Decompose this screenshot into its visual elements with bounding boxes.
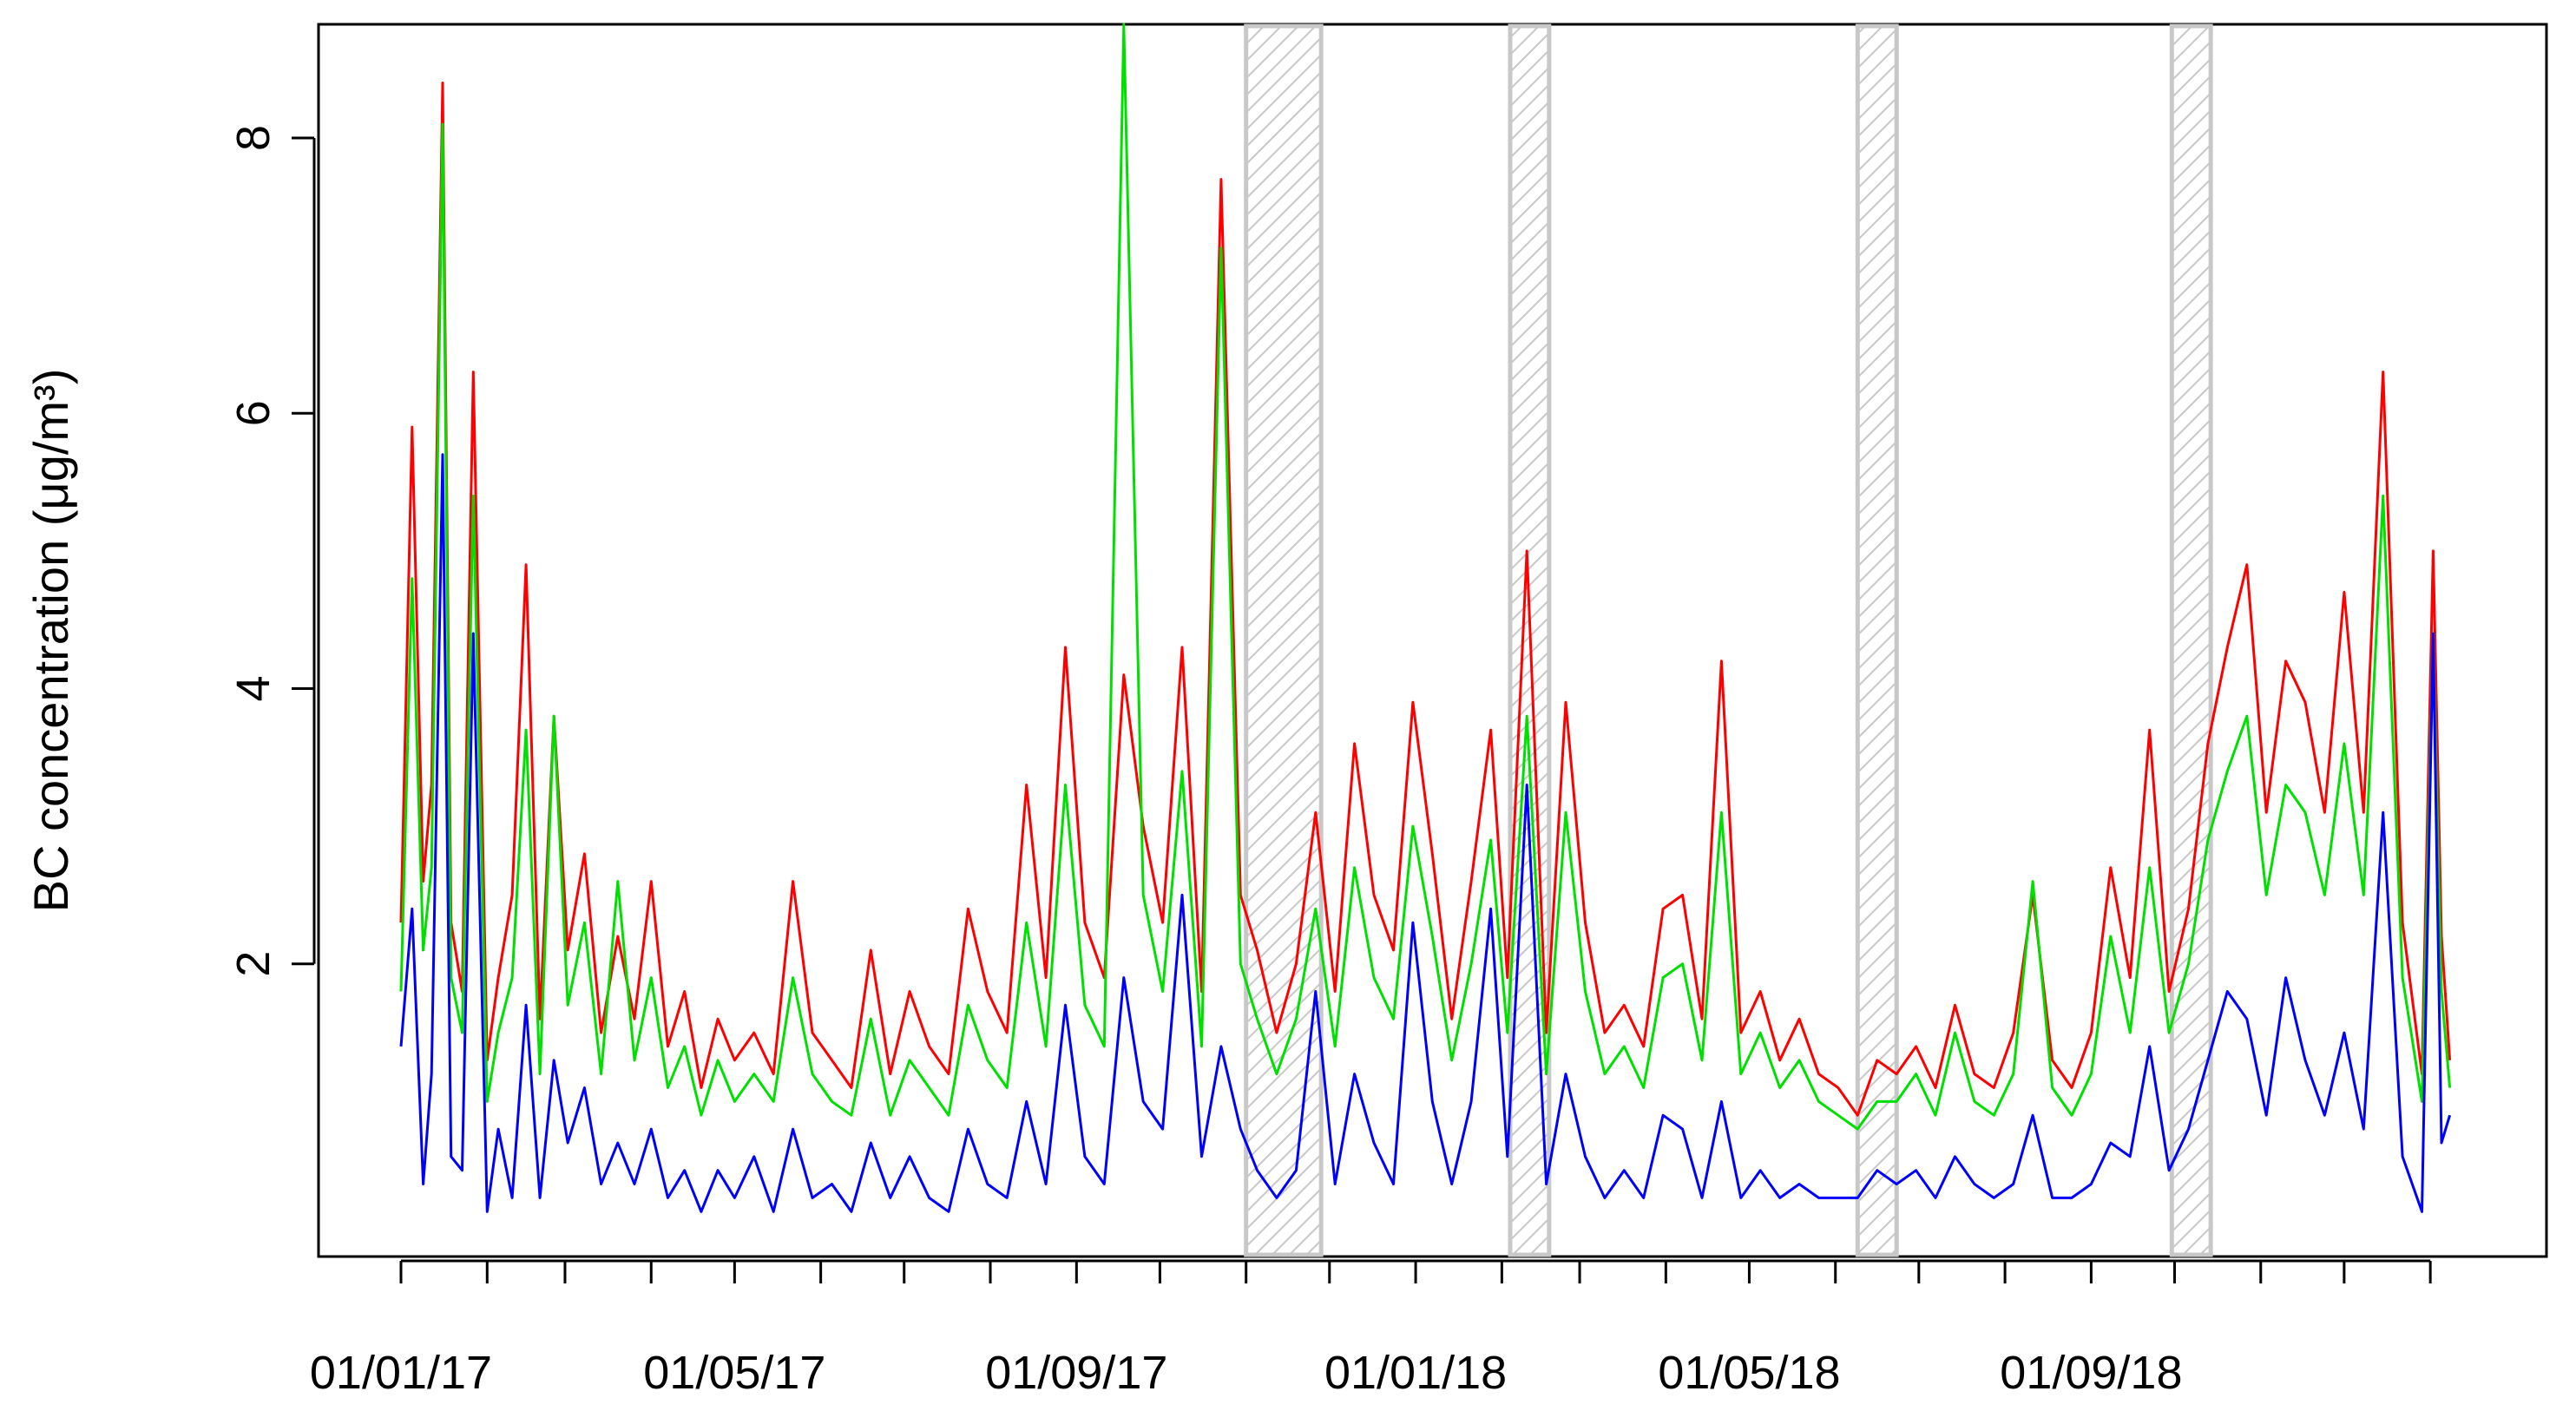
gap-period-2 <box>1855 23 1899 1257</box>
y-tick-label: 2 <box>227 951 279 977</box>
x-tick-label: 01/09/17 <box>985 1347 1167 1399</box>
y-tick-label: 6 <box>227 400 279 426</box>
x-tick-label: 01/05/18 <box>1658 1347 1840 1399</box>
y-tick-label: 4 <box>227 675 279 701</box>
x-axis: 01/01/17 01/05/17 01/09/17 01/01/18 01/05/18… <box>310 1259 2432 1399</box>
x-tick-label: 01/01/17 <box>310 1347 492 1399</box>
gap-period-1 <box>1508 23 1552 1257</box>
series-line-1 <box>399 23 2452 1131</box>
x-tick-label: 01/05/17 <box>643 1347 825 1399</box>
gap-period-3 <box>2169 23 2213 1257</box>
y-axis: 2 4 6 8 <box>227 125 316 977</box>
gap-periods <box>1244 23 2213 1257</box>
plot-frame <box>317 23 2548 1258</box>
series-line-0 <box>399 82 2452 1117</box>
series-group <box>399 23 2452 1213</box>
y-tick-label: 8 <box>227 125 279 151</box>
gap-period-0 <box>1244 23 1324 1257</box>
y-axis-title: BC concentration (μg/m³) <box>23 369 78 913</box>
x-tick-label: 01/01/18 <box>1324 1347 1507 1399</box>
x-tick-label: 01/09/18 <box>2000 1347 2182 1399</box>
